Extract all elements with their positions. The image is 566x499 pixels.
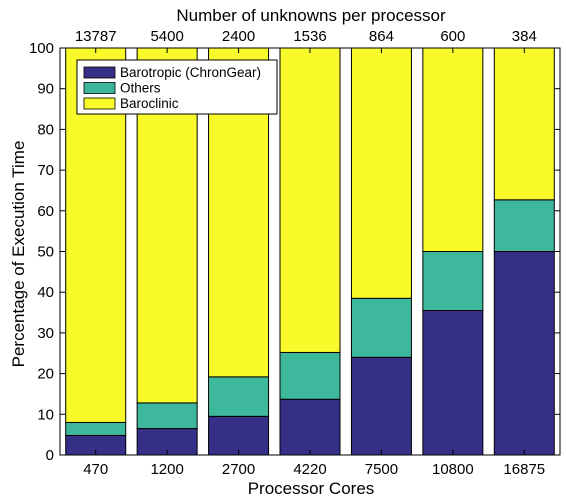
bar-7500-series-1 — [350, 297, 412, 358]
top-tick-label: 5400 — [150, 28, 183, 45]
bar-4220-series-0 — [279, 398, 341, 456]
ticks-group: 0 10 20 30 40 50 60 70 80 90 100 470 1200 2700 4220 750… — [29, 28, 560, 478]
y-axis-title: Percentage of Execution Time — [9, 141, 28, 368]
top-tick-label: 13787 — [75, 28, 117, 45]
x-axis-title: Processor Cores — [248, 479, 375, 498]
y-tick-label: 10 — [37, 406, 54, 423]
y-tick-label: 70 — [37, 162, 54, 179]
bar-16875-series-1 — [493, 199, 555, 252]
legend-swatch — [83, 97, 116, 110]
bar-1200-series-1 — [136, 402, 198, 430]
y-tick-label: 20 — [37, 366, 54, 383]
bar-4220-series-2 — [279, 47, 341, 353]
y-tick-label: 80 — [37, 121, 54, 138]
bar-2700-series-1 — [208, 376, 270, 417]
y-tick-label: 30 — [37, 325, 54, 342]
y-tick-label: 50 — [37, 244, 54, 261]
top-axis-title: Number of unknowns per processor — [176, 6, 446, 25]
x-tick-label: 7500 — [365, 461, 398, 478]
x-tick-label: 10800 — [432, 461, 474, 478]
y-tick-label: 0 — [46, 447, 54, 464]
legend-label: Baroclinic — [120, 96, 179, 111]
bar-470-series-1 — [65, 421, 127, 436]
x-tick-label: 2700 — [222, 461, 255, 478]
bar-7500-series-2 — [350, 47, 412, 299]
y-tick-label: 100 — [29, 40, 54, 57]
y-tick-label: 60 — [37, 203, 54, 220]
y-tick-label: 90 — [37, 81, 54, 98]
x-tick-label: 470 — [83, 461, 108, 478]
bar-16875-series-2 — [493, 47, 555, 201]
legend-swatch — [83, 82, 116, 94]
bar-10800-series-2 — [422, 47, 484, 252]
bar-4220-series-1 — [279, 351, 341, 400]
bar-10800-series-0 — [422, 310, 484, 456]
x-tick-label: 16875 — [503, 461, 545, 478]
bar-10800-series-1 — [422, 251, 484, 312]
y-tick-label: 40 — [37, 284, 54, 301]
top-tick-label: 384 — [512, 28, 537, 45]
bar-7500-series-0 — [350, 356, 412, 456]
legend-label: Barotropic (ChronGear) — [120, 65, 261, 80]
bar-2700-series-0 — [208, 415, 270, 456]
top-tick-label: 1536 — [293, 28, 326, 45]
x-tick-label: 1200 — [150, 461, 183, 478]
legend-label: Others — [120, 81, 161, 96]
top-tick-label: 600 — [440, 28, 465, 45]
top-tick-label: 864 — [369, 28, 394, 45]
top-tick-label: 2400 — [222, 28, 255, 45]
legend-swatch — [83, 66, 116, 79]
x-tick-label: 4220 — [293, 461, 326, 478]
bar-16875-series-0 — [493, 251, 555, 456]
